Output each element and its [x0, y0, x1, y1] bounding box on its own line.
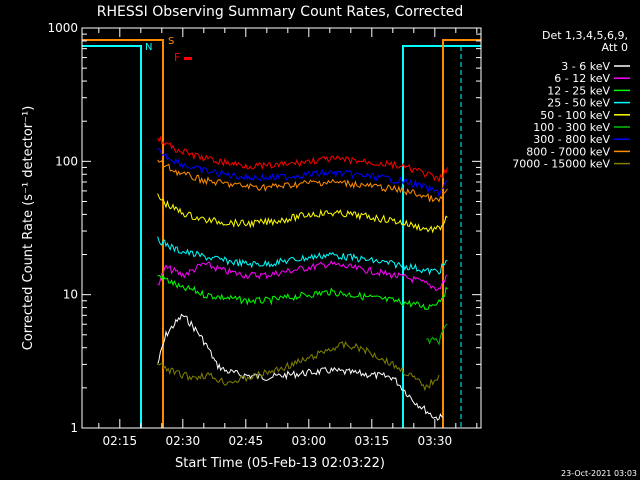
legend-label: 3 - 6 keV [561, 60, 610, 73]
legend-label: 300 - 800 keV [533, 133, 610, 146]
y-tick-label: 1 [70, 421, 78, 435]
x-tick-label: 03:15 [355, 434, 390, 448]
series-line-extra-0 [157, 135, 448, 183]
series-line-1 [157, 259, 448, 292]
series-line-4 [157, 193, 448, 234]
y-tick-label: 100 [55, 154, 78, 168]
x-axis-label: Start Time (05-Feb-13 02:03:22) [175, 456, 385, 471]
series-line-6 [157, 147, 448, 198]
series-line-8 [157, 340, 440, 392]
chart-title: RHESSI Observing Summary Count Rates, Co… [97, 4, 463, 20]
x-tick-label: 02:30 [166, 434, 201, 448]
x-tick-label: 03:30 [418, 434, 453, 448]
flag-F-mark [184, 57, 192, 60]
x-tick-label: 02:45 [229, 434, 264, 448]
flag-F-label: F [174, 51, 180, 64]
x-tick-label: 03:00 [292, 434, 327, 448]
x-tick-label: 02:15 [103, 434, 138, 448]
series-line-3 [157, 236, 448, 276]
legend-label: 800 - 7000 keV [526, 145, 610, 158]
flag-N-line-right [402, 45, 481, 428]
legend-label: 25 - 50 keV [547, 97, 610, 110]
flag-N-label: N [145, 42, 152, 53]
legend-label: 7000 - 15000 keV [512, 158, 610, 171]
legend-label: 100 - 300 keV [533, 121, 610, 134]
flag-S-label: S [168, 36, 174, 47]
flag-S-line-left [82, 39, 164, 428]
legend-label: 6 - 12 keV [554, 72, 610, 85]
flag-N-line-left [82, 45, 142, 428]
y-tick-label: 10 [63, 288, 78, 302]
legend-label: 50 - 100 keV [540, 109, 610, 122]
series-line-2 [157, 273, 448, 310]
plot-area: S N F 1 10 100 1000 02:15 02:30 02:45 03:00 03:15 03… [47, 21, 482, 448]
y-axis-label: Corrected Count Rate (s⁻¹ detector⁻¹) [21, 106, 36, 351]
legend-header: Att 0 [602, 41, 628, 54]
legend-label: 12 - 25 keV [547, 84, 610, 97]
series-line-5 [426, 323, 448, 346]
timestamp: 23-Oct-2021 03:03 [561, 469, 637, 478]
plot-frame [81, 27, 482, 429]
series-line-7 [157, 159, 448, 203]
legend-header: Det 1,3,4,5,6,9, [542, 29, 628, 42]
series-line-0 [157, 313, 444, 421]
y-tick-label: 1000 [47, 21, 78, 35]
flag-S-line-right [442, 39, 481, 428]
